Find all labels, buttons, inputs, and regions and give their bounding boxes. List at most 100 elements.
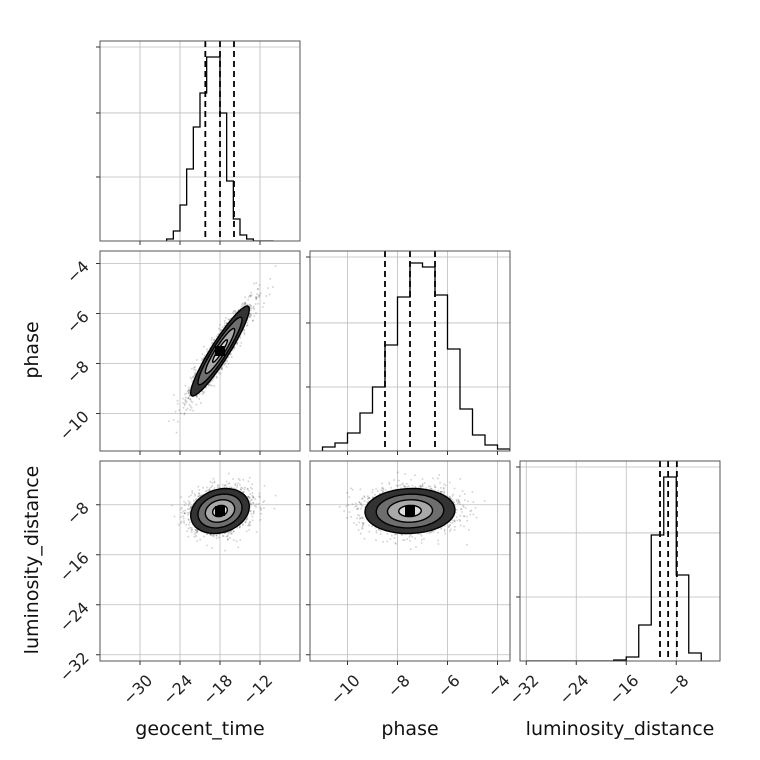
sample-point (190, 529, 193, 531)
sample-point (219, 329, 222, 331)
sample-point (180, 508, 182, 511)
hist-geocent_time-frame (99, 40, 301, 242)
sample-point (361, 516, 363, 519)
sample-point (227, 532, 230, 535)
sample-point (196, 396, 198, 398)
sample-point (234, 310, 237, 312)
sample-point (225, 535, 228, 538)
sample-point (246, 324, 249, 326)
ytick-label-phase: −8 (63, 357, 93, 387)
sample-point (246, 322, 249, 324)
sample-point (252, 496, 255, 498)
sample-point (255, 297, 257, 300)
sample-point (255, 296, 258, 299)
sample-point (196, 529, 198, 531)
sample-point (192, 376, 194, 379)
sample-point (255, 296, 258, 299)
sample-point (348, 496, 351, 499)
sample-point (237, 309, 240, 312)
sample-point (252, 502, 255, 505)
sample-point (223, 485, 226, 488)
sample-point (176, 399, 179, 402)
sample-point (237, 309, 239, 312)
sample-point (207, 383, 210, 386)
sample-point (251, 519, 254, 522)
sample-point (258, 502, 260, 505)
sample-point (188, 523, 190, 526)
sample-point (190, 527, 193, 529)
sample-point (351, 503, 354, 505)
sample-point (246, 488, 249, 490)
sample-point (249, 500, 251, 503)
sample-point (226, 538, 229, 541)
sample-point (249, 524, 252, 527)
sample-point (183, 517, 185, 520)
sample-point (207, 488, 210, 491)
sample-point (249, 496, 251, 499)
sample-point (245, 325, 248, 327)
xtick-label-luminosity_distance: −16 (605, 671, 642, 708)
sample-point (223, 320, 226, 322)
sample-point (201, 390, 203, 392)
sample-point (252, 501, 254, 504)
sample-point (258, 294, 260, 296)
sample-point (269, 278, 272, 280)
sample-point (218, 486, 221, 489)
sample-point (209, 533, 212, 536)
scatter-geocent_time-phase-peak-cell (215, 346, 225, 356)
sample-point (176, 420, 179, 423)
sample-point (187, 504, 190, 507)
sample-point (247, 480, 250, 483)
sample-point (189, 398, 192, 400)
sample-point (263, 507, 265, 510)
sample-point (242, 523, 244, 525)
sample-point (209, 381, 211, 384)
sample-point (227, 483, 230, 485)
sample-point (185, 409, 187, 412)
sample-point (240, 488, 242, 491)
sample-point (184, 396, 187, 399)
sample-point (222, 535, 225, 538)
sample-point (183, 520, 185, 523)
sample-point (185, 400, 188, 402)
sample-point (191, 401, 193, 403)
sample-point (223, 364, 225, 366)
sample-point (225, 322, 228, 325)
sample-point (219, 323, 221, 326)
xtick-label-geocent_time: −18 (199, 671, 236, 708)
sample-point (213, 487, 216, 489)
sample-point (212, 377, 215, 380)
sample-point (239, 335, 241, 338)
sample-point (209, 489, 211, 491)
sample-point (240, 305, 243, 308)
sample-point (256, 288, 259, 290)
hist-luminosity_distance-frame (519, 460, 721, 662)
sample-point (220, 366, 223, 368)
sample-point (375, 529, 378, 532)
sample-point (247, 496, 249, 498)
sample-point (249, 510, 252, 513)
sample-point (188, 389, 190, 392)
sample-point (198, 492, 200, 495)
ytick-label-luminosity_distance: −8 (63, 498, 93, 528)
sample-point (195, 394, 198, 397)
sample-point (184, 400, 187, 402)
sample-point (211, 481, 214, 484)
sample-point (251, 492, 254, 494)
scatter-geocent_time-phase-frame (99, 250, 301, 452)
sample-point (185, 401, 188, 404)
sample-point (189, 405, 192, 408)
sample-point (442, 486, 445, 489)
sample-point (170, 504, 173, 507)
sample-point (203, 357, 205, 360)
sample-point (221, 366, 223, 369)
sample-point (199, 538, 201, 541)
sample-point (229, 537, 231, 539)
sample-point (226, 486, 228, 489)
sample-point (188, 390, 190, 393)
sample-point (451, 521, 454, 524)
sample-point (198, 489, 201, 491)
sample-point (225, 316, 227, 319)
sample-point (242, 478, 245, 481)
sample-point (196, 531, 198, 533)
